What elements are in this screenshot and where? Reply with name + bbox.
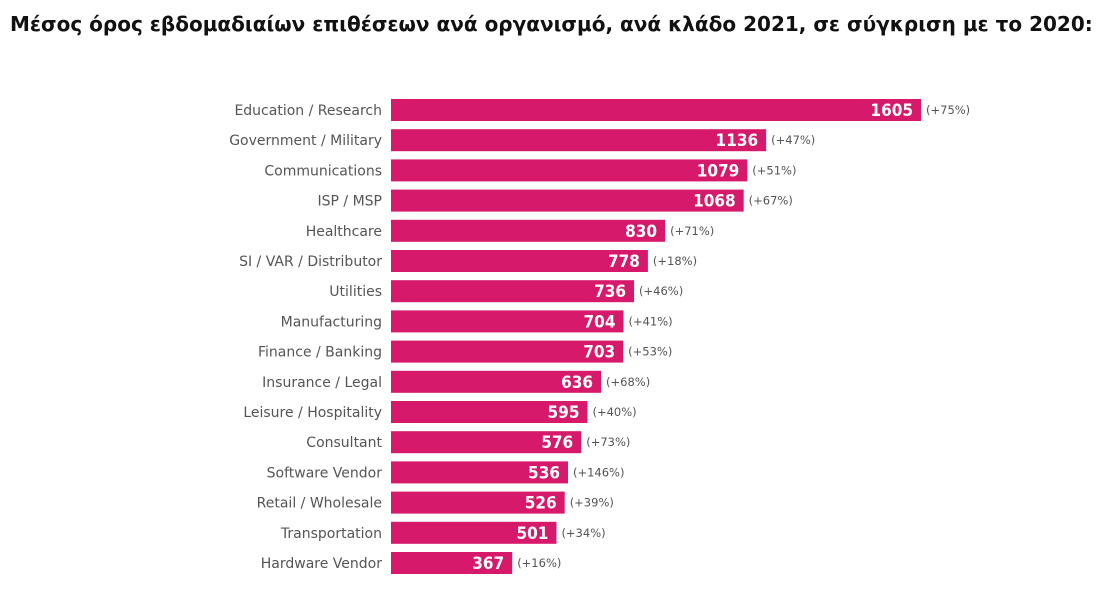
bar-value-label: 778 xyxy=(608,252,640,272)
bar-value-label: 1079 xyxy=(697,161,740,181)
change-label: (+67%) xyxy=(749,194,793,208)
category-label: Healthcare xyxy=(306,224,382,240)
change-label: (+51%) xyxy=(752,163,796,177)
category-label: SI / VAR / Distributor xyxy=(239,254,382,270)
category-label: Leisure / Hospitality xyxy=(243,405,382,421)
chart-title: Μέσος όρος εβδομαδιαίων επιθέσεων ανά ορ… xyxy=(10,12,1093,36)
change-label: (+18%) xyxy=(653,254,697,268)
bar-value-label: 595 xyxy=(548,403,580,423)
bar xyxy=(391,280,635,303)
bar xyxy=(391,401,588,423)
change-label: (+75%) xyxy=(926,103,970,117)
bar xyxy=(391,310,624,333)
bar-value-label: 536 xyxy=(528,463,560,483)
change-label: (+53%) xyxy=(628,345,672,359)
change-label: (+39%) xyxy=(570,496,614,510)
category-label: Education / Research xyxy=(234,103,382,119)
bar-value-label: 367 xyxy=(472,554,504,574)
change-label: (+146%) xyxy=(573,465,625,479)
bar xyxy=(391,521,557,544)
bar-value-label: 703 xyxy=(583,343,615,363)
category-label: Finance / Banking xyxy=(258,345,382,361)
category-label: Hardware Vendor xyxy=(261,556,382,572)
category-label: Insurance / Legal xyxy=(262,375,382,391)
category-label: ISP / MSP xyxy=(318,194,382,210)
bar-value-label: 501 xyxy=(517,524,549,544)
bar xyxy=(391,129,767,152)
category-label: Consultant xyxy=(306,435,382,451)
change-label: (+47%) xyxy=(771,133,815,147)
bar-value-label: 830 xyxy=(625,222,657,242)
bar-value-label: 1605 xyxy=(870,101,913,121)
bar xyxy=(391,159,748,182)
bar-value-label: 526 xyxy=(525,494,557,514)
change-label: (+71%) xyxy=(670,224,714,238)
category-label: Utilities xyxy=(329,284,382,300)
bar-value-label: 636 xyxy=(561,373,593,393)
bar xyxy=(391,491,565,514)
category-label: Retail / Wholesale xyxy=(257,496,382,512)
category-label: Software Vendor xyxy=(267,465,383,481)
change-label: (+40%) xyxy=(592,405,636,419)
change-label: (+73%) xyxy=(586,435,630,449)
category-label: Government / Military xyxy=(229,133,382,149)
change-label: (+41%) xyxy=(628,314,672,328)
bar xyxy=(391,431,582,454)
change-label: (+34%) xyxy=(561,526,605,540)
bar xyxy=(391,461,568,484)
bar xyxy=(391,219,666,242)
bar xyxy=(391,370,602,393)
category-label: Manufacturing xyxy=(281,314,382,330)
change-label: (+16%) xyxy=(517,556,561,570)
bar-value-label: 1136 xyxy=(716,131,759,151)
change-label: (+46%) xyxy=(639,284,683,298)
bar xyxy=(391,189,744,212)
category-label: Communications xyxy=(264,163,382,179)
bar xyxy=(391,340,624,363)
bar xyxy=(391,99,921,121)
bar-value-label: 1068 xyxy=(693,192,736,212)
bar-value-label: 576 xyxy=(541,433,573,453)
change-label: (+68%) xyxy=(606,375,650,389)
bar-value-label: 736 xyxy=(594,282,626,302)
bar xyxy=(391,250,648,272)
category-label: Transportation xyxy=(280,526,382,542)
bar-value-label: 704 xyxy=(584,312,616,332)
bar xyxy=(391,552,513,574)
